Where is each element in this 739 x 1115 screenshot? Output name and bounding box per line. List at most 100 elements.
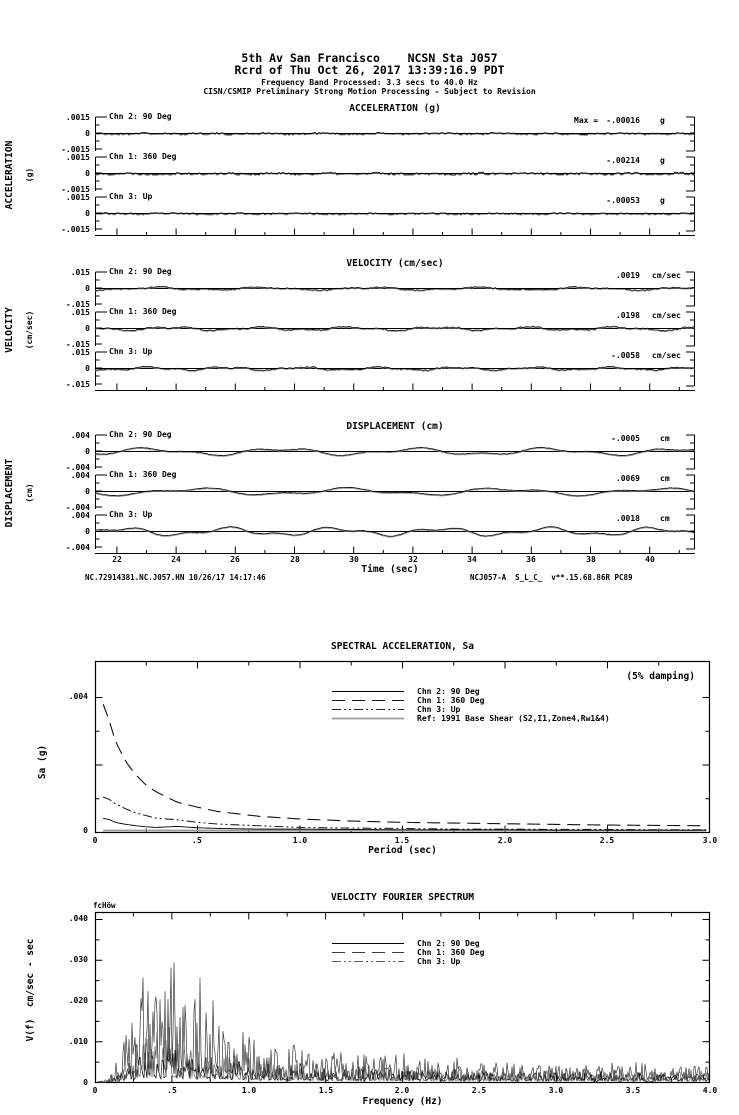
fourier-xtick-10: 1.0 — [241, 1086, 257, 1095]
acc-ch2-ytick-top: .0015 — [65, 113, 90, 122]
disp-ch1-ytick-top: .004 — [70, 471, 90, 480]
acceleration-panel-title: ACCELERATION (g) — [349, 103, 441, 114]
acc-ch1-label: Chn 1: 360 Deg — [109, 152, 177, 161]
fourier-ytick-030: .030 — [68, 955, 88, 964]
sa-ytick-004: .004 — [68, 692, 88, 701]
disp-ch1-max-units: cm — [660, 474, 670, 483]
sa-xlabel: Period (sec) — [368, 845, 437, 856]
sa-title: SPECTRAL ACCELERATION, Sa — [331, 641, 474, 652]
vel-ch2-max-units: cm/sec — [652, 271, 681, 280]
fourier-ytick-020: .020 — [68, 996, 88, 1005]
disp-ch2-ytick-bot: -.004 — [65, 463, 90, 472]
vel-ch2-ytick-bot: -.015 — [65, 300, 90, 309]
time-xtick-32: 32 — [408, 555, 418, 564]
displacement-panel-title: DISPLACEMENT (cm) — [346, 421, 444, 432]
sa-xtick-10: 1.0 — [292, 836, 308, 845]
disp-ch1-max-value: .0069 — [615, 474, 640, 483]
displacement-side-label: DISPLACEMENT — [4, 458, 15, 528]
disp-ch1-ytick-zero: 0 — [85, 487, 90, 496]
vel-ch3-ytick-zero: 0 — [85, 364, 90, 373]
sa-xtick-25: 2.5 — [599, 836, 615, 845]
time-xtick-30: 30 — [349, 555, 359, 564]
sa-legend-label-chn3: Chn 3: Up — [417, 705, 461, 714]
sa-ylabel: Sa (g) — [37, 744, 48, 780]
acc-ch1-max-units: g — [660, 156, 665, 165]
header-station-line: 5th Av San Francisco NCSN Sta J057 — [241, 51, 498, 65]
displacement-plot — [94, 434, 696, 555]
vel-ch1-ytick-top: .015 — [70, 308, 90, 317]
time-xtick-22: 22 — [112, 555, 122, 564]
fourier-xlabel: Frequency (Hz) — [362, 1096, 443, 1107]
disp-ch3-max-value: .0018 — [615, 514, 640, 523]
vel-ch3-max-value: -.0058 — [611, 351, 640, 360]
sa-plot — [94, 660, 711, 834]
disp-ch2-ytick-top: .004 — [70, 431, 90, 440]
velocity-panel-title: VELOCITY (cm/sec) — [346, 258, 444, 269]
fourier-xtick-25: 2.5 — [471, 1086, 487, 1095]
fourier-ylabel: V(f) cm/sec - sec — [25, 938, 36, 1042]
time-xtick-28: 28 — [290, 555, 300, 564]
fourier-corner-filter-label: fcHöw — [93, 901, 116, 910]
vel-ch2-label: Chn 2: 90 Deg — [109, 267, 172, 276]
fourier-xtick-0: 0 — [92, 1086, 98, 1095]
acc-ch3-label: Chn 3: Up — [109, 192, 153, 201]
sa-ytick-0: 0 — [83, 826, 88, 835]
acc-ch2-max-value: -.00016 — [606, 116, 640, 125]
fourier-ytick-0: 0 — [83, 1078, 88, 1087]
acc-ch2-ytick-bot: -.0015 — [61, 145, 90, 154]
disp-ch3-ytick-zero: 0 — [85, 527, 90, 536]
vel-ch2-max-value: .0019 — [615, 271, 640, 280]
acc-ch3-max-units: g — [660, 196, 665, 205]
velocity-plot — [94, 271, 696, 392]
sa-xtick-15: 1.5 — [394, 836, 410, 845]
vel-ch1-ytick-zero: 0 — [85, 324, 90, 333]
acc-ch3-ytick-zero: 0 — [85, 209, 90, 218]
disp-ch1-label: Chn 1: 360 Deg — [109, 470, 177, 479]
footer-record-id: NC.72914381.NC.J057.HN 10/26/17 14:17:46 — [85, 573, 266, 582]
disp-ch1-ytick-bot: -.004 — [65, 503, 90, 512]
vel-ch1-label: Chn 1: 360 Deg — [109, 307, 177, 316]
acc-ch2-ytick-zero: 0 — [85, 129, 90, 138]
disp-ch3-label: Chn 3: Up — [109, 510, 153, 519]
disp-ch2-max-units: cm — [660, 434, 670, 443]
acceleration-side-label: ACCELERATION — [4, 140, 15, 210]
time-xtick-38: 38 — [586, 555, 596, 564]
fourier-title: VELOCITY FOURIER SPECTRUM — [331, 892, 474, 903]
footer-processing-id: NCJ057-A S_L_C_ v**.15.68.86R PC89 — [470, 573, 633, 582]
vel-ch1-max-value: .0198 — [615, 311, 640, 320]
time-xtick-26: 26 — [230, 555, 240, 564]
acc-ch1-ytick-top: .0015 — [65, 153, 90, 162]
fourier-xtick-20: 2.0 — [394, 1086, 410, 1095]
sa-legend-swatches — [332, 690, 404, 720]
fourier-ytick-040: .040 — [68, 914, 88, 923]
acc-max-prefix: Max = — [574, 116, 599, 125]
acc-ch2-max-units: g — [660, 116, 665, 125]
acc-ch1-max-value: -.00214 — [606, 156, 640, 165]
disp-ch3-ytick-bot: -.004 — [65, 543, 90, 552]
velocity-side-label: VELOCITY — [4, 307, 15, 353]
time-xtick-24: 24 — [171, 555, 181, 564]
vel-ch3-ytick-top: .015 — [70, 348, 90, 357]
sa-xtick-05: .5 — [192, 836, 202, 845]
disp-ch2-ytick-zero: 0 — [85, 447, 90, 456]
disp-ch3-max-units: cm — [660, 514, 670, 523]
acc-ch3-ytick-bot: -.0015 — [61, 225, 90, 234]
acceleration-plot — [94, 116, 696, 237]
fourier-xtick-30: 3.0 — [548, 1086, 564, 1095]
sa-damping-note: (5% damping) — [626, 671, 695, 682]
sa-xtick-0: 0 — [92, 836, 98, 845]
disp-ch3-ytick-top: .004 — [70, 511, 90, 520]
header-record-line: Rcrd of Thu Oct 26, 2017 13:39:16.9 PDT — [234, 63, 505, 77]
acc-ch3-max-value: -.00053 — [606, 196, 640, 205]
sa-xtick-30: 3.0 — [702, 836, 718, 845]
disp-ch2-max-value: -.0005 — [611, 434, 640, 443]
time-xtick-34: 34 — [467, 555, 477, 564]
fourier-xtick-40: 4.0 — [702, 1086, 718, 1095]
vel-ch2-ytick-top: .015 — [70, 268, 90, 277]
fourier-plot — [94, 911, 711, 1084]
vel-ch1-max-units: cm/sec — [652, 311, 681, 320]
sa-legend-label-chn2: Chn 2: 90 Deg — [417, 687, 480, 696]
acc-ch1-ytick-bot: -.0015 — [61, 185, 90, 194]
vel-ch3-max-units: cm/sec — [652, 351, 681, 360]
sa-legend-label-chn1: Chn 1: 360 Deg — [417, 696, 485, 705]
